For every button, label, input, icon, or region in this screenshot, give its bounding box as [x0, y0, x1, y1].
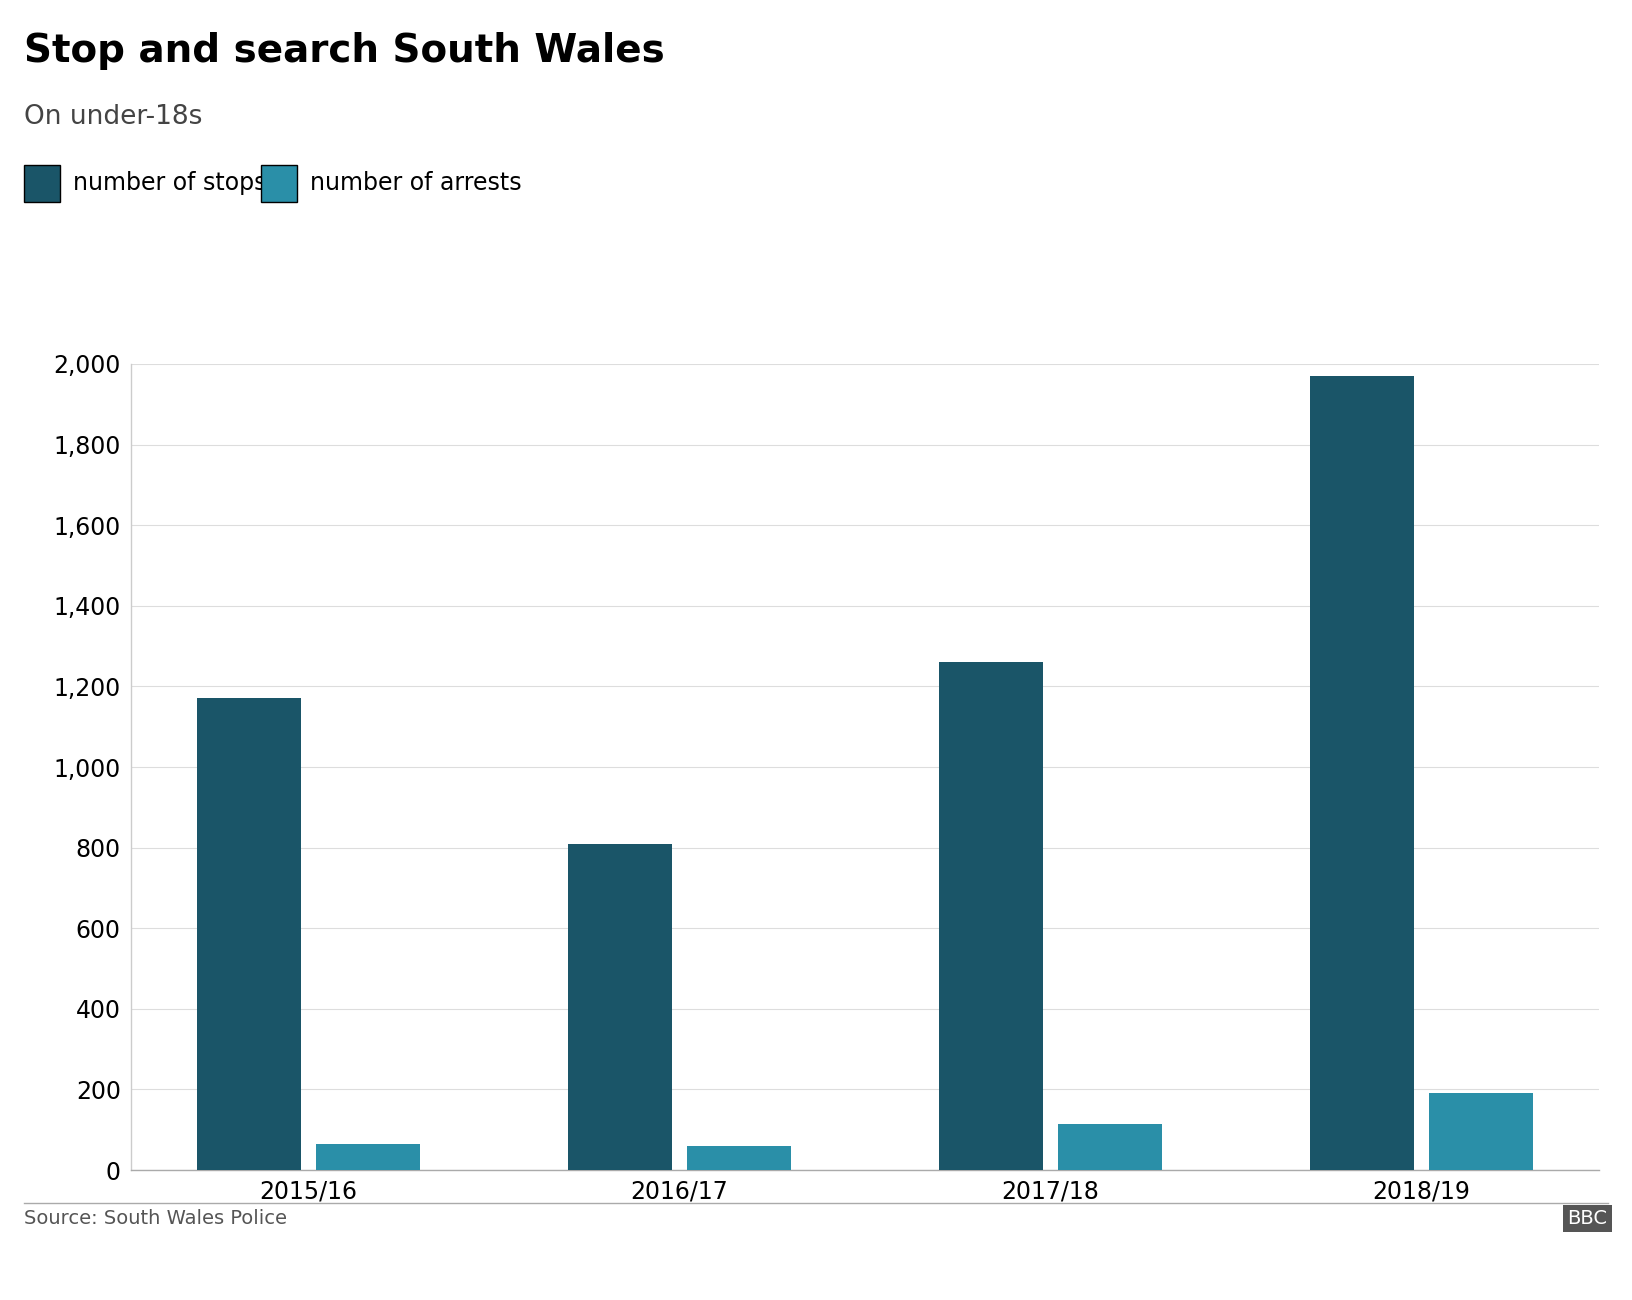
Bar — [687, 1145, 792, 1170]
Text: number of arrests: number of arrests — [310, 172, 522, 195]
Bar — [1428, 1093, 1532, 1170]
Text: Stop and search South Wales: Stop and search South Wales — [24, 32, 666, 70]
Bar — [1310, 376, 1413, 1170]
Text: BBC: BBC — [1567, 1209, 1608, 1228]
Text: Source: South Wales Police: Source: South Wales Police — [24, 1209, 287, 1228]
Bar — [938, 662, 1043, 1170]
Bar — [568, 844, 672, 1170]
Bar — [197, 698, 302, 1170]
Text: number of stops: number of stops — [73, 172, 268, 195]
Bar — [1058, 1123, 1162, 1170]
Text: On under-18s: On under-18s — [24, 104, 202, 130]
Bar — [317, 1144, 419, 1170]
